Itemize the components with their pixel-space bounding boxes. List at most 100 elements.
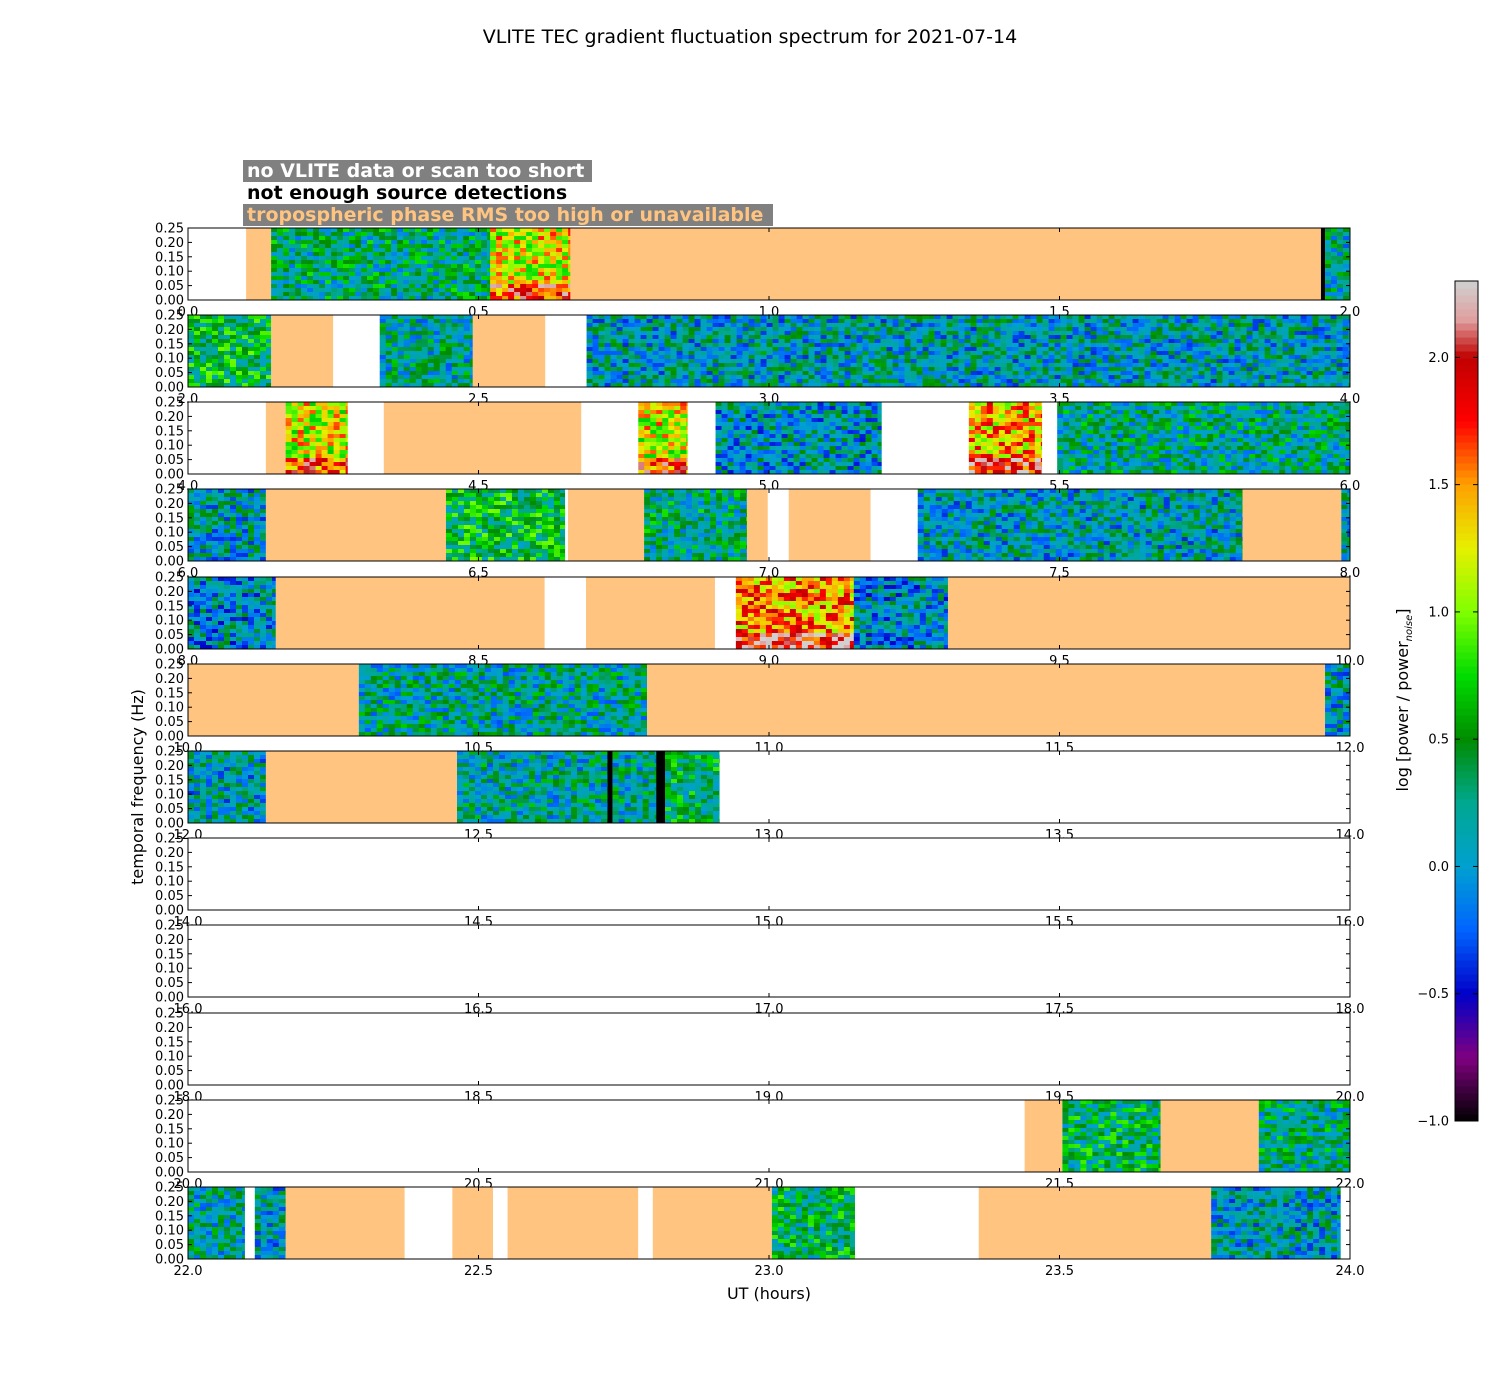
- spectrum-cell: [337, 296, 344, 301]
- spectrum-cell: [1012, 375, 1019, 380]
- spectrum-cell: [307, 296, 314, 301]
- spectrum-cell: [1114, 359, 1121, 364]
- spectrum-cell: [676, 319, 683, 324]
- spectrum-cell: [1090, 355, 1097, 360]
- spectrum-cell: [799, 418, 806, 423]
- spectrum-cell: [674, 402, 681, 407]
- spectrum-cell: [706, 331, 713, 336]
- spectrum-cell: [538, 240, 545, 245]
- spectrum-cell: [339, 406, 346, 411]
- spectrum-cell: [1138, 319, 1145, 324]
- spectrum-cell: [682, 327, 689, 332]
- spectrum-cell: [415, 252, 422, 257]
- spectrum-cell: [1048, 347, 1055, 352]
- spectrum-cell: [1331, 228, 1338, 233]
- spectrum-cell: [650, 402, 657, 407]
- spectrum-cell: [568, 268, 571, 273]
- spectrum-cell: [218, 383, 225, 388]
- spectrum-cell: [853, 454, 860, 459]
- spectrum-cell: [236, 339, 243, 344]
- spectrum-cell: [616, 339, 623, 344]
- spectrum-cell: [1270, 339, 1277, 344]
- spectrum-cell: [445, 276, 452, 281]
- spectrum-cell: [194, 351, 201, 356]
- spectrum-cell: [922, 315, 929, 320]
- spectrum-cell: [751, 462, 758, 467]
- spectrum-cell: [1216, 383, 1223, 388]
- spectrum-cell: [751, 426, 758, 431]
- spectrum-cell: [784, 383, 791, 388]
- spectrum-cell: [859, 446, 866, 451]
- spectrum-cell: [980, 442, 988, 447]
- spectrum-cell: [974, 446, 982, 451]
- spectrum-cell: [337, 280, 344, 285]
- spectrum-cell: [1162, 319, 1169, 324]
- spectrum-cell: [345, 466, 349, 471]
- spectrum-cell: [650, 446, 657, 451]
- spectrum-cell: [415, 383, 423, 388]
- spectrum-cell: [871, 406, 878, 411]
- spectrum-cell: [1192, 327, 1199, 332]
- spectrum-cell: [986, 450, 994, 455]
- spectrum-cell: [718, 315, 725, 320]
- spectrum-cell: [1324, 339, 1331, 344]
- spectrum-cell: [686, 402, 688, 407]
- spectrum-cell: [988, 323, 995, 328]
- spectrum-cell: [397, 379, 405, 384]
- spectrum-cell: [998, 434, 1006, 439]
- spectrum-cell: [1022, 422, 1030, 427]
- spectrum-cell: [520, 276, 527, 281]
- spectrum-cell: [218, 331, 225, 336]
- spectrum-cell: [721, 466, 728, 471]
- spectrum-cell: [658, 379, 665, 384]
- spectrum-cell: [277, 260, 284, 265]
- spectrum-cell: [236, 351, 243, 356]
- spectrum-cell: [277, 240, 284, 245]
- spectrum-cell: [248, 363, 255, 368]
- spectrum-cell: [1006, 331, 1013, 336]
- spectrum-cell: [1318, 315, 1325, 320]
- spectrum-cell: [301, 296, 308, 301]
- spectrum-cell: [1022, 410, 1030, 415]
- spectrum-cell: [520, 296, 527, 301]
- spectrum-cell: [880, 331, 887, 336]
- spectrum-cell: [1090, 351, 1097, 356]
- spectrum-cell: [1210, 331, 1217, 336]
- spectrum-cell: [598, 335, 605, 340]
- spectrum-cell: [309, 410, 316, 415]
- spectrum-cell: [339, 446, 346, 451]
- spectrum-cell: [1084, 339, 1091, 344]
- spectrum-cell: [811, 442, 818, 447]
- spectrum-cell: [248, 371, 255, 376]
- spectrum-cell: [616, 335, 623, 340]
- spectrum-cell: [502, 228, 509, 233]
- spectrum-cell: [367, 264, 374, 269]
- spectrum-cell: [604, 347, 611, 352]
- spectrum-cell: [1114, 383, 1121, 388]
- spectrum-cell: [865, 434, 872, 439]
- spectrum-cell: [668, 462, 675, 467]
- spectrum-cell: [718, 347, 725, 352]
- spectrum-cell: [922, 319, 929, 324]
- spectrum-cell: [604, 339, 611, 344]
- spectrum-cell: [1010, 418, 1018, 423]
- spectrum-cell: [928, 375, 935, 380]
- spectrum-cell: [1348, 351, 1351, 356]
- spectrum-cell: [1330, 343, 1337, 348]
- spectrum-cell: [757, 418, 764, 423]
- spectrum-cell: [1258, 347, 1265, 352]
- spectrum-cell: [361, 252, 368, 257]
- spectrum-cell: [1016, 406, 1024, 411]
- spectrum-cell: [662, 434, 669, 439]
- spectrum-cell: [1222, 367, 1229, 372]
- spectrum-cell: [638, 402, 645, 407]
- spectrum-cell: [968, 410, 976, 415]
- spectrum-cell: [604, 323, 611, 328]
- spectrum-cell: [487, 244, 491, 249]
- spectrum-cell: [736, 351, 743, 356]
- spectrum-cell: [838, 323, 845, 328]
- spectrum-cell: [397, 347, 405, 352]
- spectrum-cell: [974, 426, 982, 431]
- spectrum-cell: [319, 284, 326, 289]
- spectrum-cell: [766, 319, 773, 324]
